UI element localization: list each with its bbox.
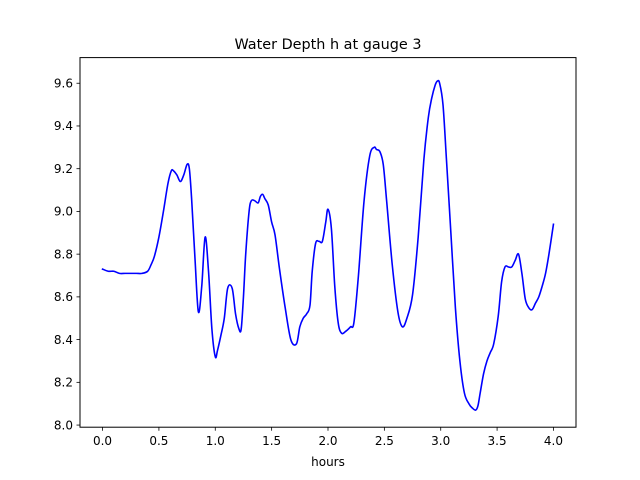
- plot-background: [80, 57, 576, 428]
- y-tick-label: 9.0: [54, 205, 73, 219]
- y-tick-label: 8.4: [54, 333, 73, 347]
- y-tick-label: 8.2: [54, 376, 73, 390]
- y-tick-label: 9.2: [54, 162, 73, 176]
- x-tick-label: 3.5: [488, 434, 507, 448]
- y-tick-label: 9.6: [54, 76, 73, 90]
- x-tick-label: 0.5: [149, 434, 168, 448]
- x-axis-title: hours: [311, 455, 345, 469]
- y-tick-label: 9.4: [54, 119, 73, 133]
- chart-title: Water Depth h at gauge 3: [234, 37, 421, 53]
- x-tick-label: 2.5: [375, 434, 394, 448]
- x-axis: 0.0 0.5 1.0 1.5 2.0 2.5 3.0 3.5 4.0: [93, 427, 563, 448]
- x-tick-label: 3.0: [431, 434, 450, 448]
- x-tick-label: 2.0: [318, 434, 337, 448]
- series-line-0: [101, 79, 555, 411]
- x-tick-label: 1.0: [206, 434, 225, 448]
- y-tick-label: 8.8: [54, 247, 73, 261]
- x-tick-label: 1.5: [262, 434, 281, 448]
- x-tick-label: 0.0: [93, 434, 112, 448]
- y-tick-label: 8.0: [54, 418, 73, 432]
- y-axis: 8.0 8.2 8.4 8.6 8.8 9.0 9.2 9.4 9.6: [54, 76, 80, 432]
- plot-area: [79, 57, 577, 428]
- y-tick-label: 8.6: [54, 290, 73, 304]
- x-tick-label: 4.0: [544, 434, 563, 448]
- series-layer: [101, 79, 555, 411]
